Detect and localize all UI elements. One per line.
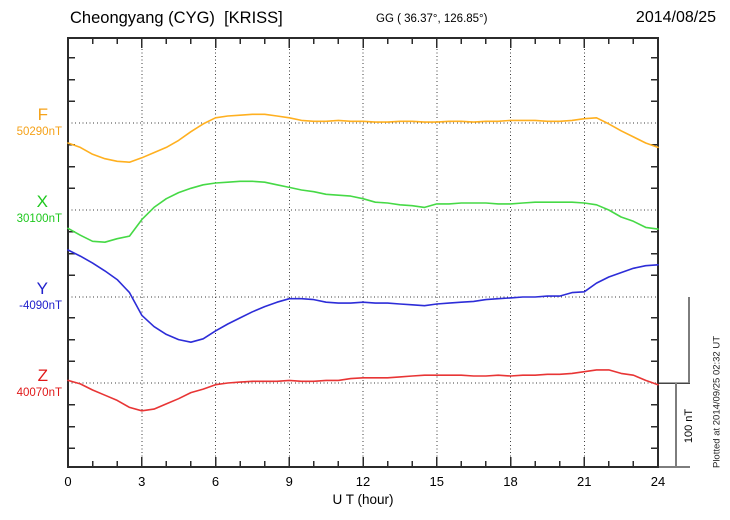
x-tick-label: 6 [211,474,220,489]
station-title: Cheongyang (CYG) [KRISS] [70,9,283,27]
series-letter-Y: Y [36,279,48,298]
x-tick-label: 0 [64,474,72,489]
series-letter-Z: Z [37,366,48,385]
series-letter-X: X [36,192,48,211]
series-line-Y [67,249,659,344]
plotted-at-caption: Plotted at 2014/09/25 02:32 UT [711,335,723,469]
series-label-F: F 50290nT [0,106,62,139]
x-tick-label: 12 [355,474,371,489]
plot-frame [67,37,659,468]
series-label-X: X 30100nT [0,193,62,226]
scale-bar-label: 100 nT [683,408,695,444]
series-label-Y: Y -4090nT [0,280,62,313]
series-label-Z: Z 40070nT [0,367,62,400]
x-tick-label: 18 [503,474,518,489]
series-line-Z [67,369,659,412]
series-line-F [67,113,659,163]
x-tick-label: 15 [429,474,444,489]
x-tick-label: 3 [138,474,146,489]
series-line-X [67,180,659,243]
x-axis-title: U T (hour) [332,492,394,507]
x-tick-label: 9 [285,474,293,489]
series-baseline-X: 30100nT [16,213,62,225]
series-baseline-F: 50290nT [16,126,62,138]
x-tick-label: 24 [650,474,666,489]
series-baseline-Y: -4090nT [19,300,62,312]
x-tick-label: 21 [577,474,592,489]
series-letter-F: F [37,105,48,124]
series-baseline-Z: 40070nT [16,387,62,399]
plot-date: 2014/08/25 [635,9,716,26]
geographic-coords: GG ( 36.37°, 126.85°) [376,13,488,25]
